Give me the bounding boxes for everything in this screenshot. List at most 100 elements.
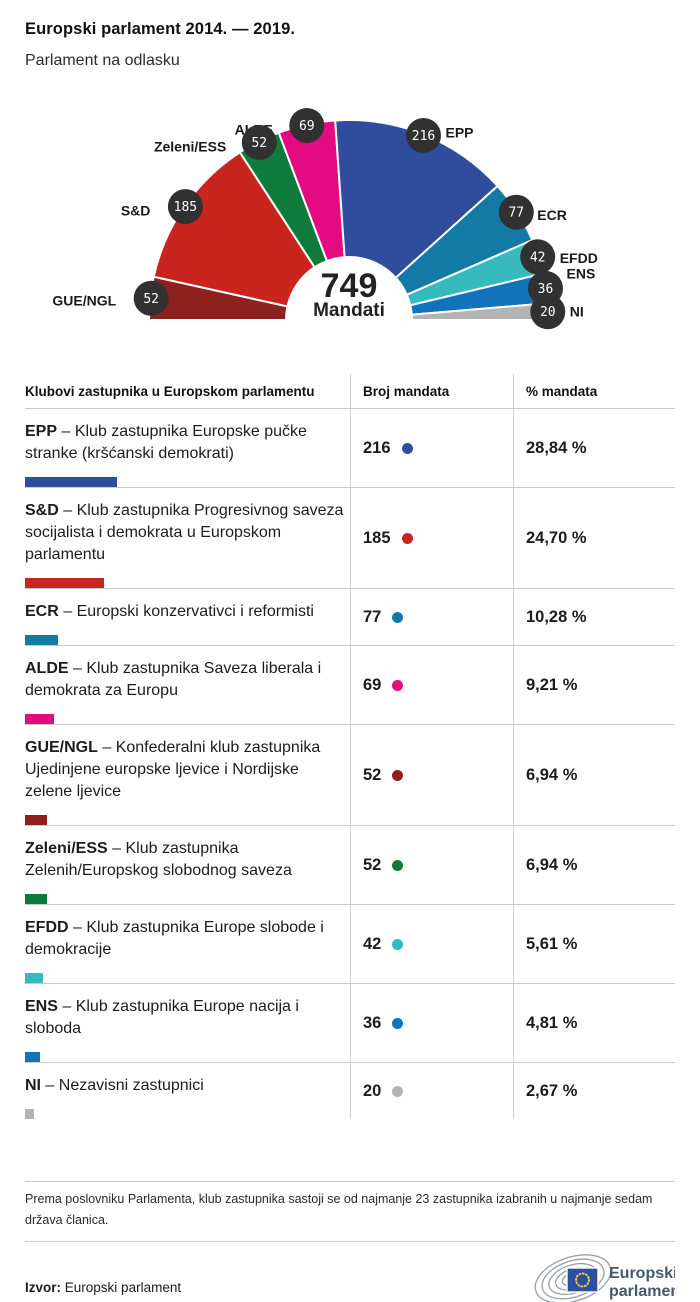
badge-value: 52 [143,292,159,307]
chart-label-S&D: S&D [121,203,151,219]
group-description: – Klub zastupnika Europske pučke stranke… [25,423,307,462]
seats-cell: 42 [350,905,513,983]
seat-badge-S&D: 185 [167,189,203,225]
logo-line1: Europski [609,1265,675,1282]
percent-value: 24,70 % [526,528,587,547]
seat-share-bar [25,815,48,825]
footer: Izvor: Europski parlament Europski parla… [25,1252,675,1302]
percent-cell: 2,67 % [513,1063,675,1119]
group-description-cell: ENS – Klub zastupnika Europe nacija i sl… [25,984,350,1062]
table-row: ALDE – Klub zastupnika Saveza liberala i… [25,646,675,725]
percent-value: 6,94 % [526,855,578,874]
segment-S&D [152,150,316,308]
badge-value: 185 [174,200,197,215]
seats-value: 69 [363,675,382,694]
group-color-dot [392,859,404,871]
group-description-cell: EPP – Klub zastupnika Europske pučke str… [25,409,350,487]
group-color-dot [392,1017,404,1029]
group-abbr: EFDD [25,919,69,936]
seat-badge-ALDE: 69 [289,108,325,143]
seat-share-bar [25,894,48,904]
total-seats-label: Mandati [313,300,385,321]
source-value: Europski parlament [64,1279,182,1295]
group-color-dot [401,532,413,544]
percent-value: 2,67 % [526,1081,578,1100]
badge-value: 52 [251,136,267,151]
badge-value: 42 [530,250,546,265]
source-label: Izvor: [25,1279,62,1295]
percent-cell: 9,21 % [513,646,675,724]
total-seats: 749 [321,267,378,305]
percent-cell: 24,70 % [513,488,675,588]
percent-value: 4,81 % [526,1013,578,1032]
group-description-cell: S&D – Klub zastupnika Progresivnog savez… [25,488,350,588]
group-color-dot [392,769,404,781]
group-description-cell: ECR – Europski konzervativci i reformist… [25,589,350,645]
table-row: Zeleni/ESS – Klub zastupnika Zelenih/Eur… [25,826,675,905]
seat-share-bar [25,635,58,645]
chart-label-Zeleni/ESS: Zeleni/ESS [154,138,226,154]
chart-label-ECR: ECR [537,207,567,223]
group-description-cell: NI – Nezavisni zastupnici [25,1063,350,1119]
percent-cell: 5,61 % [513,905,675,983]
group-abbr: EPP [25,423,58,440]
group-description-cell: ALDE – Klub zastupnika Saveza liberala i… [25,646,350,724]
col-header-seats: Broj mandata [350,374,513,408]
seats-cell: 20 [350,1063,513,1119]
group-color-dot [392,1085,404,1097]
seat-share-bar [25,714,55,724]
badge-circle [133,280,169,316]
groups-table: Klubovi zastupnika u Europskom parlament… [25,374,675,1119]
badge-circle [167,189,203,225]
group-abbr: S&D [25,502,59,519]
badge-circle [498,194,534,230]
chart-label-NI: NI [570,304,584,320]
seat-share-bar [25,578,104,588]
seats-value: 36 [363,1013,382,1032]
seats-value: 42 [363,934,382,953]
table-row: S&D – Klub zastupnika Progresivnog savez… [25,488,675,589]
group-color-dot [392,679,404,691]
table-row: ENS – Klub zastupnika Europe nacija i sl… [25,984,675,1063]
badge-circle [289,108,325,143]
group-abbr: ALDE [25,660,69,677]
seat-badge-NI: 20 [530,294,566,330]
group-description-cell: GUE/NGL – Konfederalni klub zastupnika U… [25,725,350,825]
percent-value: 9,21 % [526,675,578,694]
chart-label-EPP: EPP [446,125,474,141]
seats-cell: 36 [350,984,513,1062]
seat-share-bar [25,1052,41,1062]
group-description-cell: EFDD – Klub zastupnika Europe slobode i … [25,905,350,983]
source-line: Izvor: Europski parlament [25,1280,181,1295]
seat-badge-EFDD: 42 [520,239,556,275]
seats-cell: 185 [350,488,513,588]
table-header-row: Klubovi zastupnika u Europskom parlament… [25,374,675,409]
group-abbr: ENS [25,998,58,1015]
percent-cell: 28,84 % [513,409,675,487]
eu-flag [566,1267,599,1293]
group-description: – Klub zastupnika Europe slobode i demok… [25,919,324,958]
badge-circle [406,118,441,153]
group-description: – Klub zastupnika Europe nacija i slobod… [25,998,299,1037]
footnote: Prema poslovniku Parlamenta, klub zastup… [25,1181,675,1242]
seats-value: 20 [363,1081,382,1100]
seats-cell: 52 [350,826,513,904]
seat-badge-Zeleni/ESS: 52 [241,124,277,160]
percent-cell: 6,94 % [513,826,675,904]
percent-cell: 6,94 % [513,725,675,825]
ep-logo: Europski parlament [534,1254,675,1302]
seats-value: 52 [363,855,382,874]
seat-badge-ECR: 77 [498,194,534,230]
seats-cell: 69 [350,646,513,724]
chart-label-EFDD: EFDD [560,250,598,266]
badge-circle [241,124,277,160]
header: Europski parlament 2014. — 2019. Parlame… [0,0,700,70]
group-color-dot [392,611,404,623]
percent-value: 6,94 % [526,765,578,784]
percent-value: 10,28 % [526,607,587,626]
group-abbr: ECR [25,603,59,620]
seats-value: 77 [363,607,382,626]
badge-value: 216 [412,129,435,144]
seat-share-bar [25,477,117,487]
table-row: EFDD – Klub zastupnika Europe slobode i … [25,905,675,984]
